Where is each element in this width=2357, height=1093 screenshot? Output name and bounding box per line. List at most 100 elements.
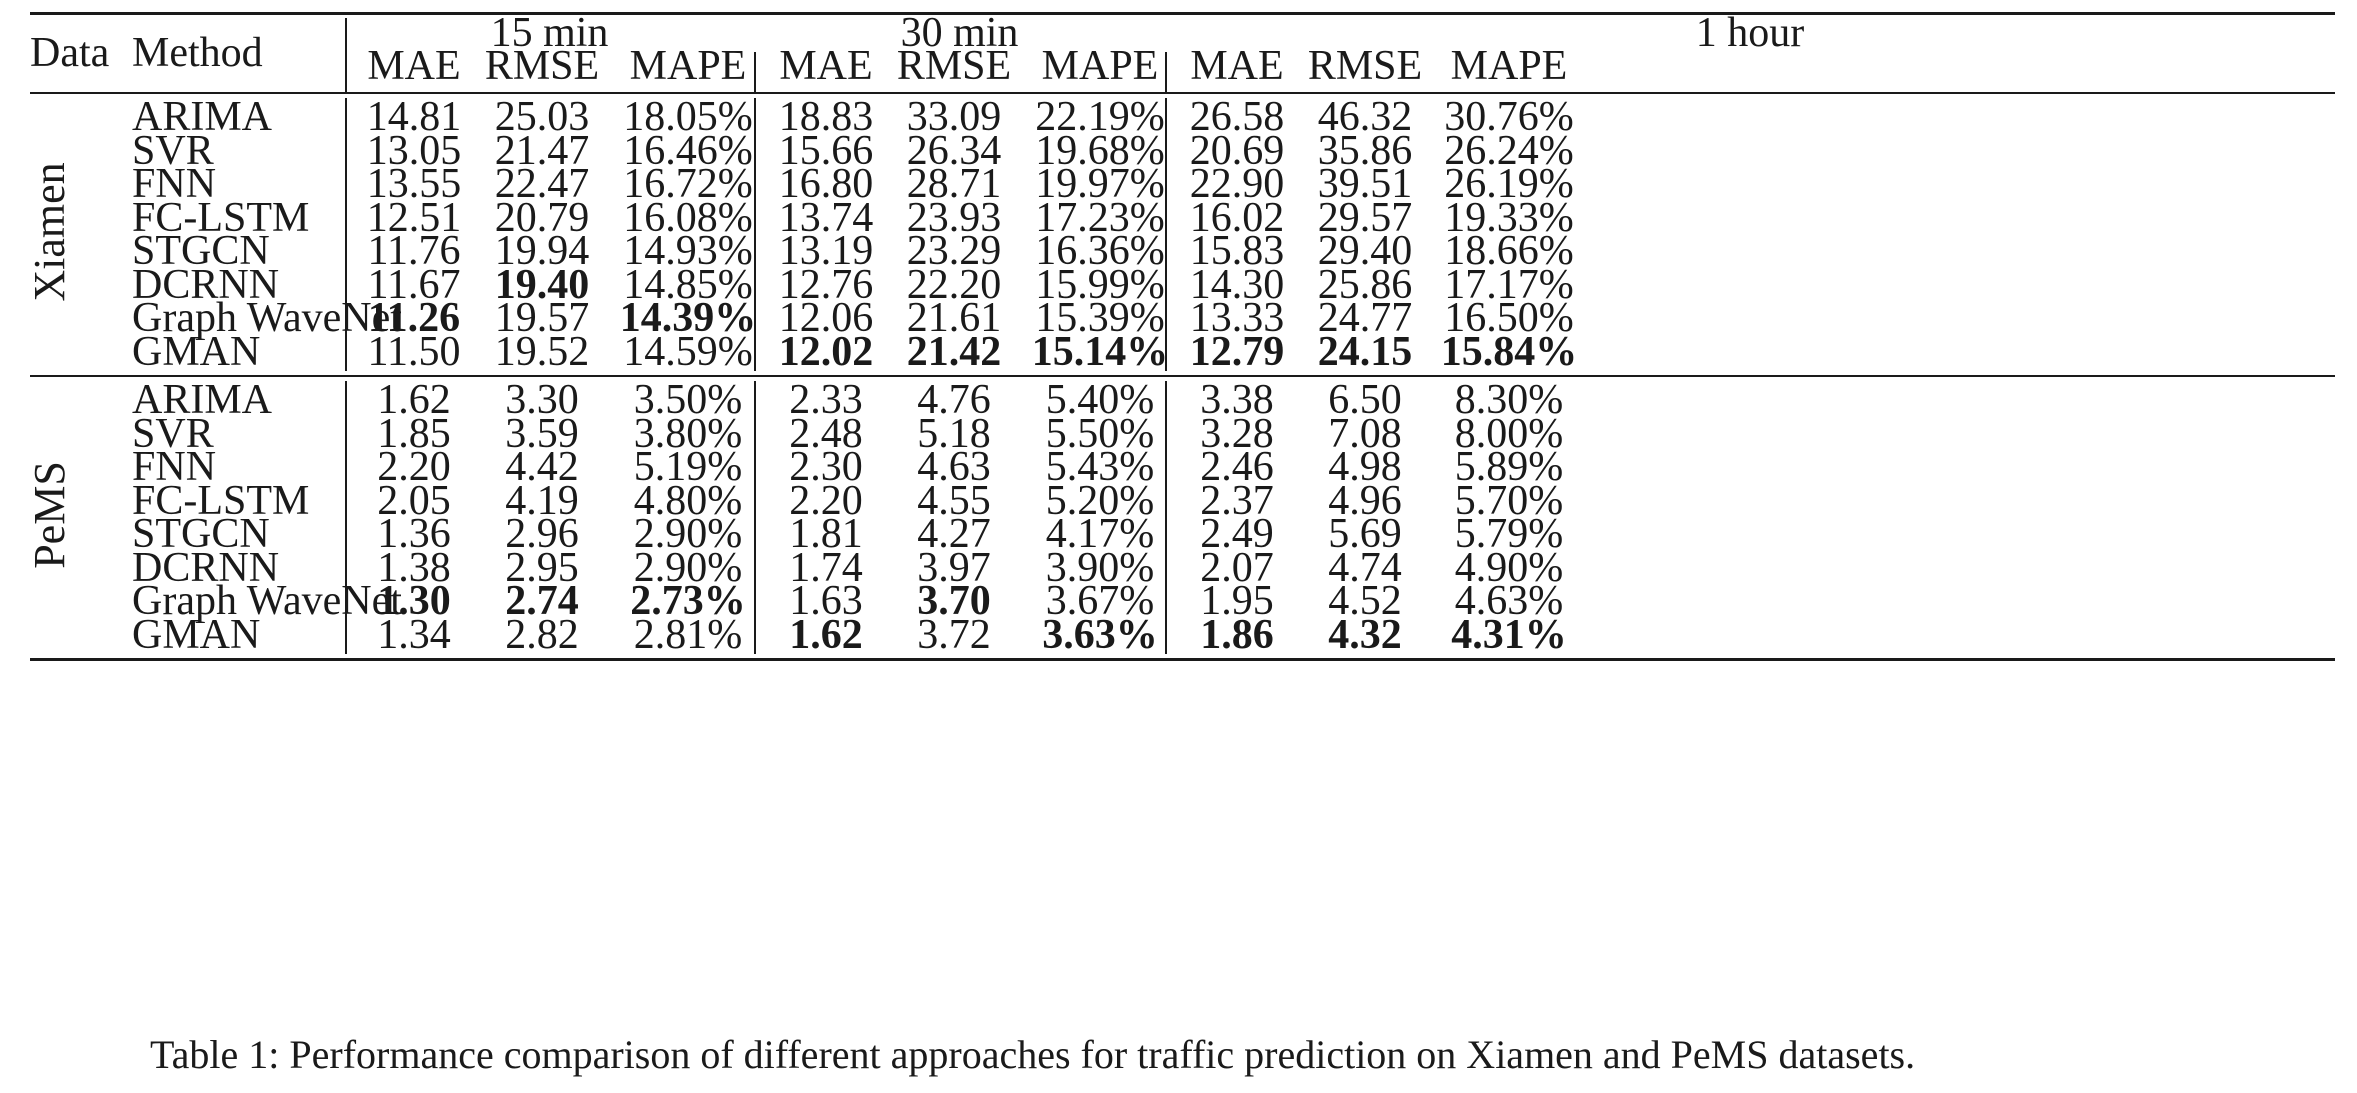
value-cell-mae-1hour: 12.79	[1189, 328, 1285, 375]
method-cell: SVR	[132, 410, 214, 457]
value-cell-rmse-15min: 2.95	[505, 544, 579, 591]
value-cell-mae-30min: 1.74	[789, 544, 863, 591]
value-cell-mae-1hour: 13.33	[1189, 295, 1285, 341]
value-cell-rmse-15min: 2.82	[505, 611, 579, 658]
value-cell-rmse-15min: 2.96	[505, 511, 579, 557]
group-separator-rule	[30, 375, 2335, 377]
metric-header-mae-15min: MAE	[367, 43, 461, 89]
value-cell-mae-15min: 1.38	[377, 544, 451, 591]
value-cell-rmse-15min: 4.42	[505, 444, 579, 490]
value-cell-mae-15min: 11.67	[367, 261, 461, 308]
value-cell-rmse-15min: 21.47	[494, 127, 590, 174]
value-cell-rmse-1hour: 46.32	[1317, 94, 1413, 140]
value-cell-mae-15min: 1.34	[377, 611, 451, 658]
value-cell-mape-30min: 5.40%	[1045, 377, 1155, 423]
value-cell-rmse-1hour: 29.40	[1317, 228, 1413, 274]
pems-vline-1	[345, 381, 347, 654]
value-cell-mape-1hour: 26.19%	[1444, 161, 1574, 207]
value-cell-mape-15min: 2.81%	[633, 611, 743, 658]
value-cell-mape-15min: 2.73%	[630, 578, 746, 624]
value-cell-rmse-1hour: 24.15	[1317, 328, 1413, 375]
value-cell-mape-30min: 4.17%	[1045, 511, 1155, 557]
value-cell-mape-1hour: 16.50%	[1444, 295, 1574, 341]
value-cell-rmse-30min: 3.97	[917, 544, 991, 591]
value-cell-mape-1hour: 4.31%	[1451, 611, 1567, 658]
value-cell-mape-15min: 5.19%	[633, 444, 743, 490]
value-cell-mae-30min: 12.02	[778, 328, 874, 375]
value-cell-rmse-15min: 3.30	[505, 377, 579, 423]
value-cell-mape-15min: 14.93%	[623, 228, 753, 274]
pems-vline-2	[754, 381, 756, 654]
value-cell-mae-1hour: 1.86	[1200, 611, 1274, 658]
value-cell-rmse-1hour: 6.50	[1328, 377, 1402, 423]
metric-header-mape-15min: MAPE	[629, 43, 747, 89]
value-cell-mae-30min: 2.33	[789, 377, 863, 423]
method-cell: FC-LSTM	[132, 194, 310, 241]
value-cell-mape-30min: 3.67%	[1045, 578, 1155, 624]
value-cell-mape-15min: 14.85%	[623, 261, 753, 308]
value-cell-mape-1hour: 26.24%	[1444, 127, 1574, 174]
value-cell-mape-1hour: 4.90%	[1454, 544, 1564, 591]
value-cell-rmse-30min: 21.42	[906, 328, 1002, 375]
value-cell-mape-30min: 3.63%	[1042, 611, 1158, 658]
value-cell-mae-30min: 15.66	[778, 127, 874, 174]
value-cell-mape-15min: 3.80%	[633, 410, 743, 457]
value-cell-mae-1hour: 2.49	[1200, 511, 1274, 557]
value-cell-rmse-30min: 23.29	[906, 228, 1002, 274]
value-cell-rmse-15min: 3.59	[505, 410, 579, 457]
value-cell-mape-1hour: 17.17%	[1444, 261, 1574, 308]
value-cell-rmse-1hour: 4.32	[1328, 611, 1402, 658]
value-cell-rmse-30min: 28.71	[906, 161, 1002, 207]
value-cell-rmse-1hour: 7.08	[1328, 410, 1402, 457]
xiamen-vline-3	[1165, 98, 1167, 371]
value-cell-rmse-30min: 4.76	[917, 377, 991, 423]
xiamen-vline-1	[345, 98, 347, 371]
value-cell-rmse-15min: 4.19	[505, 477, 579, 524]
value-cell-rmse-30min: 3.70	[917, 578, 991, 624]
value-cell-mae-1hour: 2.37	[1200, 477, 1274, 524]
table-caption: Table 1: Performance comparison of diffe…	[150, 1032, 1916, 1077]
metric-header-rmse-1hour: RMSE	[1307, 43, 1423, 89]
value-cell-mae-15min: 12.51	[366, 194, 462, 241]
value-cell-rmse-1hour: 39.51	[1317, 161, 1413, 207]
value-cell-rmse-1hour: 35.86	[1317, 127, 1413, 174]
metric-header-mape-30min: MAPE	[1041, 43, 1159, 89]
value-cell-rmse-30min: 33.09	[906, 94, 1002, 140]
value-cell-mape-30min: 5.43%	[1045, 444, 1155, 490]
header-vline-2	[754, 52, 756, 92]
metric-header-rmse-30min: RMSE	[896, 43, 1012, 89]
value-cell-rmse-30min: 26.34	[906, 127, 1002, 174]
value-cell-mape-1hour: 8.30%	[1454, 377, 1564, 423]
value-cell-mae-15min: 1.30	[377, 578, 451, 624]
value-cell-rmse-30min: 22.20	[906, 261, 1002, 308]
value-cell-mae-15min: 14.81	[366, 94, 462, 140]
value-cell-mape-30min: 15.14%	[1031, 328, 1169, 375]
value-cell-mae-30min: 2.20	[789, 477, 863, 524]
value-cell-mae-1hour: 14.30	[1189, 261, 1285, 308]
method-cell: DCRNN	[132, 544, 280, 591]
value-cell-rmse-15min: 25.03	[494, 94, 590, 140]
value-cell-mae-15min: 13.55	[366, 161, 462, 207]
group-label-xiamen: Xiamen	[25, 162, 74, 302]
value-cell-mape-1hour: 4.63%	[1454, 578, 1564, 624]
value-cell-mae-15min: 1.36	[377, 511, 451, 557]
value-cell-rmse-1hour: 29.57	[1317, 194, 1413, 241]
method-cell: FC-LSTM	[132, 477, 310, 524]
value-cell-mape-30min: 3.90%	[1045, 544, 1155, 591]
value-cell-rmse-30min: 21.61	[906, 295, 1002, 341]
method-cell: Graph WaveNet	[132, 295, 402, 341]
value-cell-rmse-1hour: 4.74	[1328, 544, 1402, 591]
method-cell: STGCN	[132, 228, 270, 274]
value-cell-mae-1hour: 1.95	[1200, 578, 1274, 624]
metric-header-mae-1hour: MAE	[1190, 43, 1284, 89]
value-cell-rmse-1hour: 25.86	[1317, 261, 1413, 308]
results-table-figure: Data Method 15 min 30 min 1 hour MAE RMSE…	[25, 0, 2335, 1093]
value-cell-rmse-30min: 23.93	[906, 194, 1002, 241]
method-cell: ARIMA	[132, 94, 273, 140]
method-cell: GMAN	[132, 328, 261, 375]
value-cell-rmse-15min: 20.79	[494, 194, 590, 241]
value-cell-rmse-15min: 2.74	[505, 578, 579, 624]
value-cell-mae-1hour: 15.83	[1189, 228, 1285, 274]
value-cell-mae-30min: 12.06	[778, 295, 874, 341]
method-cell: FNN	[132, 444, 217, 490]
